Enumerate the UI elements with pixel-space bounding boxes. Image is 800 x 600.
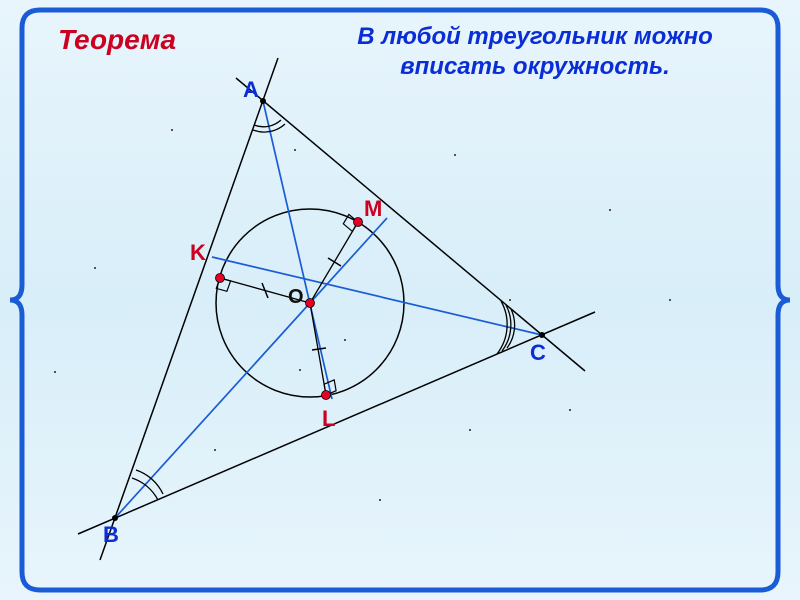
- label-M: M: [364, 196, 382, 222]
- geometry-diagram: [0, 0, 800, 600]
- triangle: [78, 58, 595, 560]
- label-K: K: [190, 240, 206, 266]
- label-L: L: [322, 406, 335, 432]
- bisectors: [115, 101, 542, 518]
- label-O: O: [288, 286, 304, 309]
- slide-frame: Теорема В любой треугольник можно вписат…: [0, 0, 800, 600]
- label-B: B: [103, 522, 119, 548]
- label-C: C: [530, 340, 546, 366]
- points: [112, 98, 545, 521]
- label-A: A: [243, 77, 259, 103]
